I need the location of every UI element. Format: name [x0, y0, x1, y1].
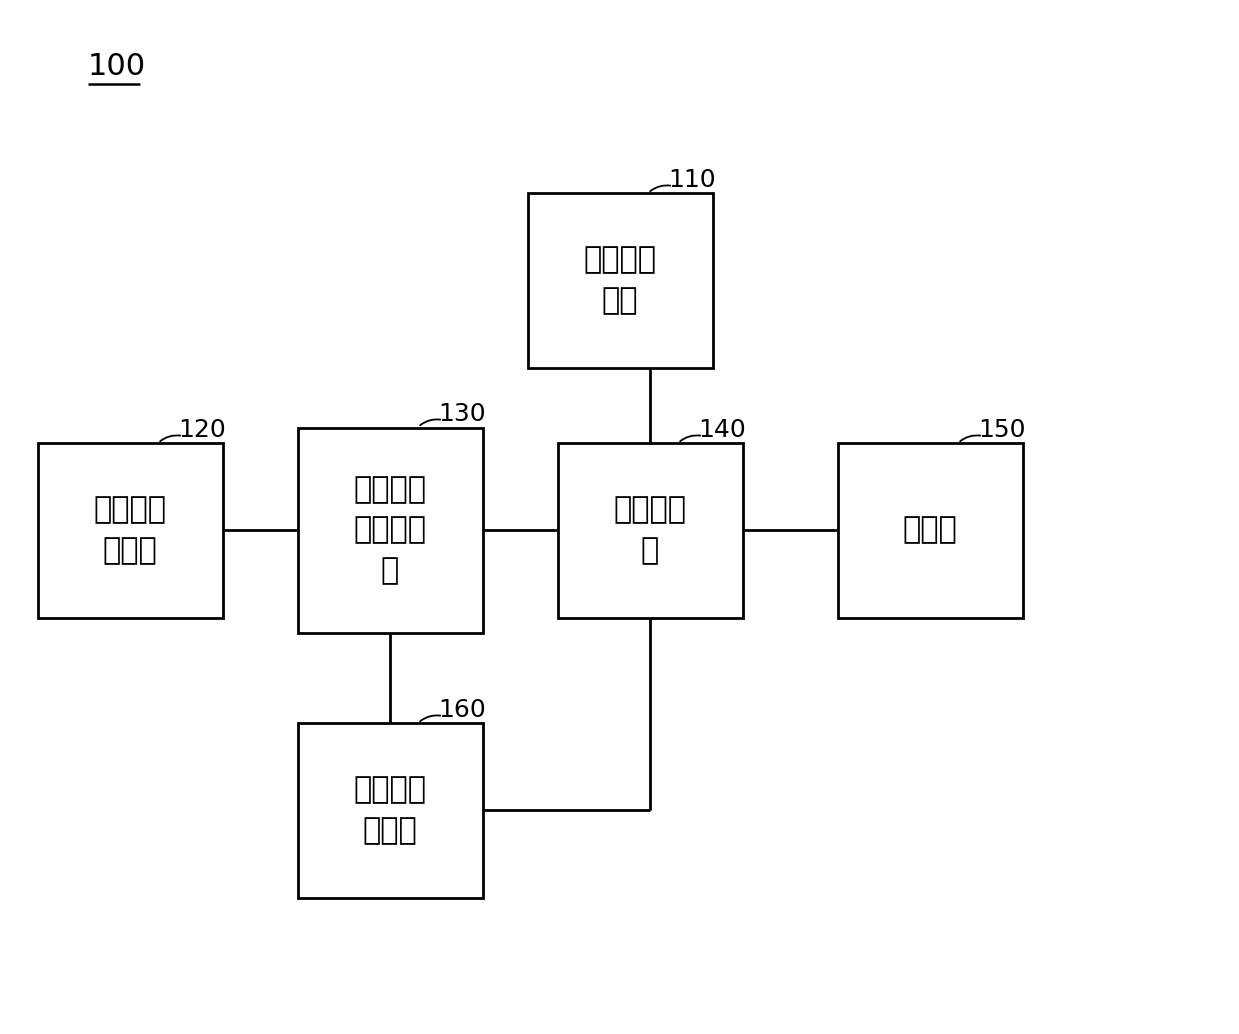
Text: 舱门操作
组件: 舱门操作 组件 [584, 245, 657, 314]
Bar [838, 443, 1022, 617]
Text: 电机控制
器: 电机控制 器 [613, 495, 686, 565]
Bar [528, 192, 712, 367]
Bar [37, 443, 223, 617]
Text: 150: 150 [978, 418, 1026, 442]
Text: 120: 120 [178, 418, 225, 442]
Text: 130: 130 [439, 402, 486, 426]
Text: 110: 110 [668, 168, 716, 192]
Text: 舱门状态
传感器: 舱门状态 传感器 [93, 495, 166, 565]
Text: 作动器: 作动器 [903, 516, 958, 545]
Bar [297, 723, 482, 898]
Bar [558, 443, 742, 617]
Text: 160: 160 [439, 698, 486, 722]
Text: 140: 140 [698, 418, 746, 442]
Text: 舱门状态
指示器: 舱门状态 指示器 [353, 776, 426, 845]
Text: 传感器信
号处理单
元: 传感器信 号处理单 元 [353, 475, 426, 585]
Bar [297, 427, 482, 633]
Text: 100: 100 [88, 52, 146, 81]
